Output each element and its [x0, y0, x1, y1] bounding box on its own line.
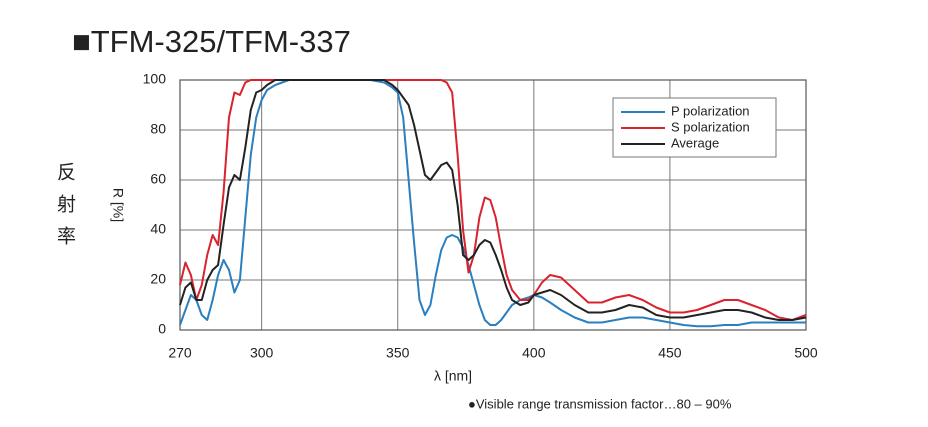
x-tick-label: 500 — [794, 345, 818, 361]
y-tick-label: 80 — [150, 121, 166, 137]
x-tick-label: 350 — [386, 345, 410, 361]
footnote: ●Visible range transmission factor…80 – … — [468, 396, 732, 411]
y-tick-label: 100 — [143, 71, 167, 87]
legend-label: Average — [671, 135, 719, 150]
series-line — [179, 79, 807, 321]
side-label: 反射率 — [54, 162, 76, 258]
series-line — [179, 79, 806, 328]
plot-frame — [179, 79, 807, 331]
legend-label: S polarization — [671, 119, 750, 134]
legend-label: P polarization — [671, 103, 750, 118]
y-tick-label: 40 — [150, 221, 166, 237]
x-tick-label: 270 — [168, 345, 192, 361]
x-tick-label: 300 — [250, 345, 274, 361]
y-tick-label: 60 — [150, 171, 166, 187]
x-axis-label: λ [nm] — [434, 368, 472, 384]
y-tick-label: 20 — [150, 271, 166, 287]
y-axis-label: R [%] — [110, 188, 126, 222]
x-tick-label: 400 — [522, 345, 546, 361]
chart-title: ■TFM-325/TFM-337 — [72, 24, 351, 59]
y-tick-label: 0 — [158, 321, 166, 337]
series-line — [179, 79, 807, 321]
x-tick-label: 450 — [658, 345, 682, 361]
